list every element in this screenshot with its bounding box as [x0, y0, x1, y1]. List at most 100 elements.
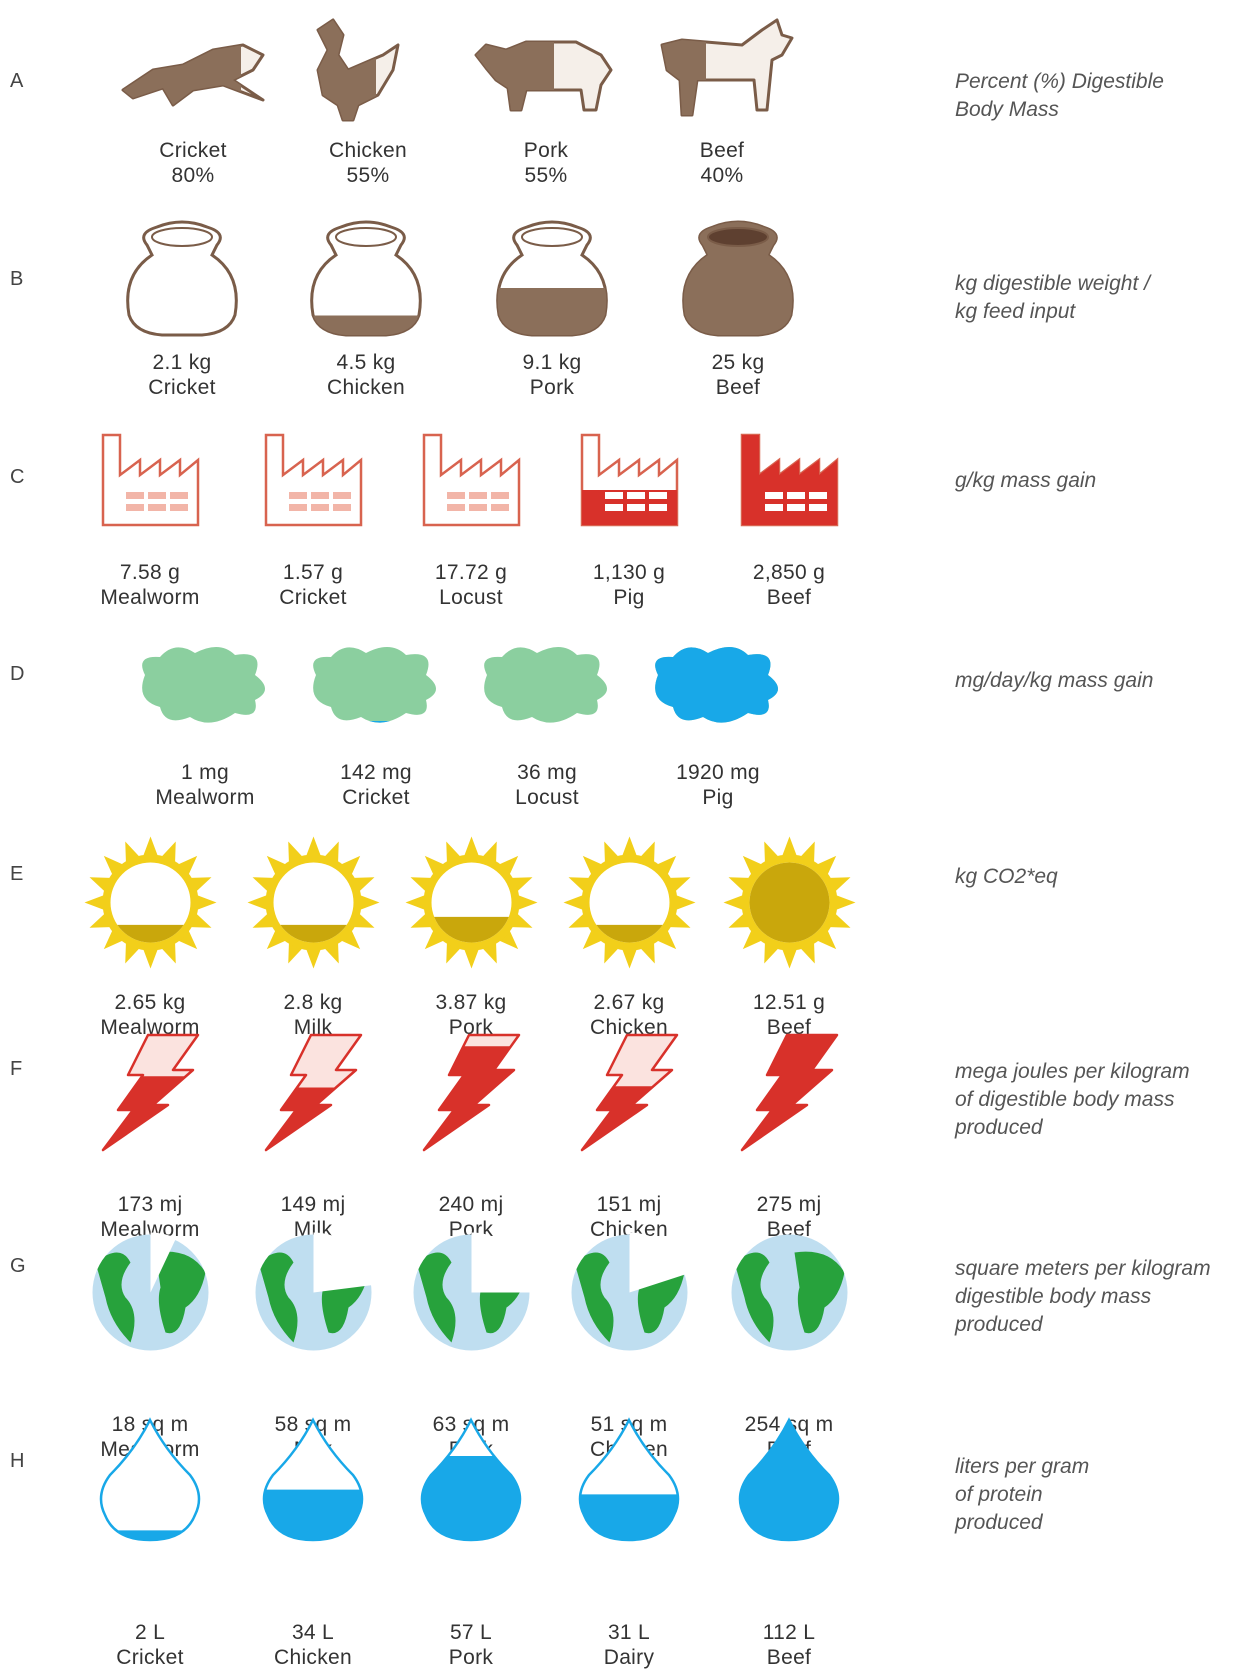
- animal-icon: [316, 18, 400, 122]
- item-icon-wrap: [642, 10, 802, 130]
- description-line: liters per gram: [955, 1455, 1090, 1478]
- caption-top: 1.57 g: [282, 561, 344, 584]
- item-caption: 275 mj Beef: [704, 1192, 874, 1242]
- caption-top: 2,850 g: [752, 561, 826, 584]
- caption-top: 17.72 g: [434, 561, 508, 584]
- caption-bottom: Chicken: [274, 1646, 352, 1669]
- item-caption: 2 L Cricket: [65, 1620, 235, 1670]
- item-icon-wrap: [562, 835, 697, 975]
- caption-bottom: Cricket: [342, 786, 410, 809]
- description-line: of protein: [955, 1483, 1043, 1506]
- item-icon-wrap: [107, 215, 257, 345]
- item-icon-wrap: [414, 1030, 529, 1160]
- caption-top: 2 L: [134, 1621, 166, 1644]
- item-icon-wrap: [732, 1030, 847, 1160]
- caption-top: 34 L: [291, 1621, 335, 1644]
- caption-bottom: Chicken: [327, 376, 405, 399]
- item-icon-wrap: [301, 635, 451, 740]
- item-icon-wrap: [95, 1415, 205, 1550]
- caption-bottom: Cricket: [279, 586, 347, 609]
- item-caption: Chicken 55%: [283, 138, 453, 188]
- lightning-bolt-icon: [422, 1033, 520, 1152]
- item-icon-wrap: [98, 430, 203, 535]
- caption-bottom: Beef: [766, 1218, 812, 1241]
- item-caption: Cricket 80%: [108, 138, 278, 188]
- item-icon-wrap: [466, 10, 626, 130]
- item-caption: 2,850 g Beef: [704, 560, 874, 610]
- item-icon-wrap: [256, 1030, 371, 1160]
- caption-top: Pork: [523, 139, 569, 162]
- caption-top: 12.51 g: [752, 991, 826, 1014]
- water-drop-icon: [99, 1417, 201, 1542]
- animal-icon: [474, 40, 613, 112]
- caption-top: 1 mg: [181, 761, 229, 784]
- caption-bottom: Chicken: [590, 1218, 668, 1241]
- row-letter: C: [10, 466, 25, 488]
- caption-bottom: Cricket: [116, 1646, 184, 1669]
- puddle-icon: [313, 646, 436, 723]
- globe-icon: [255, 1232, 373, 1351]
- row-letter: G: [10, 1255, 26, 1277]
- caption-top: 2.8 kg: [283, 991, 343, 1014]
- item-icon-wrap: [93, 1030, 208, 1160]
- globe-icon: [92, 1232, 208, 1351]
- item-icon-wrap: [737, 430, 842, 535]
- item-icon-wrap: [113, 10, 273, 130]
- feed-sack-icon: [682, 220, 794, 337]
- item-icon-wrap: [472, 635, 622, 740]
- item-caption: 2.8 kg Milk: [228, 990, 398, 1040]
- item-icon-wrap: [416, 1415, 526, 1550]
- item-caption: 12.51 g Beef: [704, 990, 874, 1040]
- item-caption: 142 mg Cricket: [291, 760, 461, 810]
- caption-top: 1,130 g: [592, 561, 666, 584]
- lightning-bolt-icon: [740, 1033, 838, 1152]
- caption-bottom: Locust: [439, 586, 503, 609]
- item-icon-wrap: [246, 835, 381, 975]
- caption-bottom: Pig: [702, 786, 734, 809]
- description-line: produced: [955, 1511, 1043, 1534]
- row-letter: F: [10, 1058, 23, 1080]
- item-caption: 57 L Pork: [386, 1620, 556, 1670]
- caption-bottom: 55%: [524, 164, 568, 187]
- caption-top: 7.58 g: [119, 561, 181, 584]
- item-icon-wrap: [130, 635, 280, 740]
- caption-bottom: Pork: [448, 1646, 494, 1669]
- caption-top: Chicken: [329, 139, 407, 162]
- caption-bottom: Pig: [613, 586, 645, 609]
- caption-bottom: Mealworm: [100, 586, 200, 609]
- globe-icon: [731, 1234, 847, 1351]
- caption-bottom: Pork: [529, 376, 575, 399]
- item-icon-wrap: [404, 835, 539, 975]
- animal-icon: [121, 43, 265, 107]
- row-letter: H: [10, 1450, 25, 1472]
- row-description: mega joules per kilogram of digestible bo…: [955, 1058, 1245, 1142]
- item-icon-wrap: [722, 835, 857, 975]
- caption-bottom: Pork: [448, 1016, 494, 1039]
- item-caption: 4.5 kg Chicken: [281, 350, 451, 400]
- item-caption: 17.72 g Locust: [386, 560, 556, 610]
- item-caption: Beef 40%: [637, 138, 807, 188]
- factory-icon: [101, 433, 199, 527]
- sun-icon: [563, 836, 695, 969]
- row-description: square meters per kilogram digestible bod…: [955, 1255, 1245, 1339]
- caption-bottom: Chicken: [590, 1016, 668, 1039]
- caption-top: Beef: [699, 139, 745, 162]
- caption-top: 2.67 kg: [593, 991, 665, 1014]
- item-icon-wrap: [572, 1030, 687, 1160]
- item-caption: 2.1 kg Cricket: [97, 350, 267, 400]
- caption-bottom: Mealworm: [100, 1218, 200, 1241]
- caption-top: 2.1 kg: [152, 351, 212, 374]
- caption-bottom: 40%: [700, 164, 744, 187]
- caption-bottom: Beef: [766, 1646, 812, 1669]
- caption-top: 36 mg: [517, 761, 577, 784]
- item-icon-wrap: [574, 1415, 684, 1550]
- sun-icon: [247, 836, 379, 969]
- sun-icon: [405, 836, 537, 969]
- item-caption: 3.87 kg Pork: [386, 990, 556, 1040]
- caption-top: 142 mg: [340, 761, 412, 784]
- item-caption: 1920 mg Pig: [633, 760, 803, 810]
- description-line: mega joules per kilogram: [955, 1060, 1190, 1083]
- description-line: of digestible body mass: [955, 1088, 1175, 1111]
- caption-bottom: 55%: [346, 164, 390, 187]
- item-caption: 2.65 kg Mealworm: [65, 990, 235, 1040]
